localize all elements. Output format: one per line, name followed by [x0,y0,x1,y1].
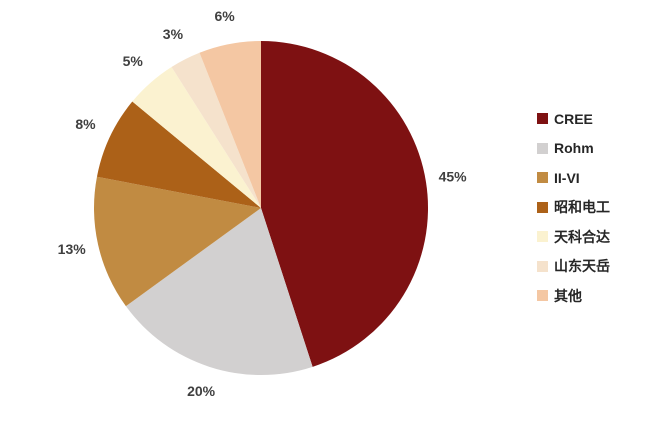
legend-swatch-icon [537,231,548,243]
legend-swatch-icon [537,260,548,272]
legend-item: 其他 [537,281,610,311]
legend-label: II-VI [554,169,580,186]
pie-slice-Rohm [125,208,313,376]
pie-slice-其他 [199,41,261,208]
data-label-其他: 6% [214,8,235,24]
legend-item: 天科合达 [537,222,610,252]
legend-label: 其他 [554,287,582,304]
legend-label: 山东天岳 [554,258,610,275]
legend-item: II-VI [537,163,610,193]
legend: CREE Rohm II-VI 昭和电工天科合达山东天岳其他 [537,104,610,311]
legend-swatch-icon [537,290,548,302]
data-label-Rohm: 20% [187,383,216,399]
legend-swatch-icon [537,142,548,154]
legend-item: 山东天岳 [537,252,610,282]
legend-item: 昭和电工 [537,193,610,223]
pie-slice-昭和电工 [96,101,262,208]
pie-slice-II-VI [94,176,261,307]
legend-label: 天科合达 [554,228,610,245]
legend-swatch-icon [537,172,548,184]
legend-label: 昭和电工 [554,199,610,216]
data-label-天科合达: 5% [123,53,144,69]
legend-item: CREE [537,104,610,134]
data-label-昭和电工: 8% [75,116,96,132]
legend-label: Rohm [554,140,594,157]
pie-slice-CREE [261,41,429,367]
legend-swatch-icon [537,201,548,213]
legend-item: Rohm [537,134,610,164]
data-label-II-VI: 13% [58,241,87,257]
data-label-山东天岳: 3% [163,26,184,42]
data-label-CREE: 45% [439,168,468,184]
legend-label: CREE [554,110,593,127]
pie-slice-山东天岳 [171,52,261,209]
legend-swatch-icon [537,113,548,125]
pie-slice-天科合达 [132,67,261,208]
